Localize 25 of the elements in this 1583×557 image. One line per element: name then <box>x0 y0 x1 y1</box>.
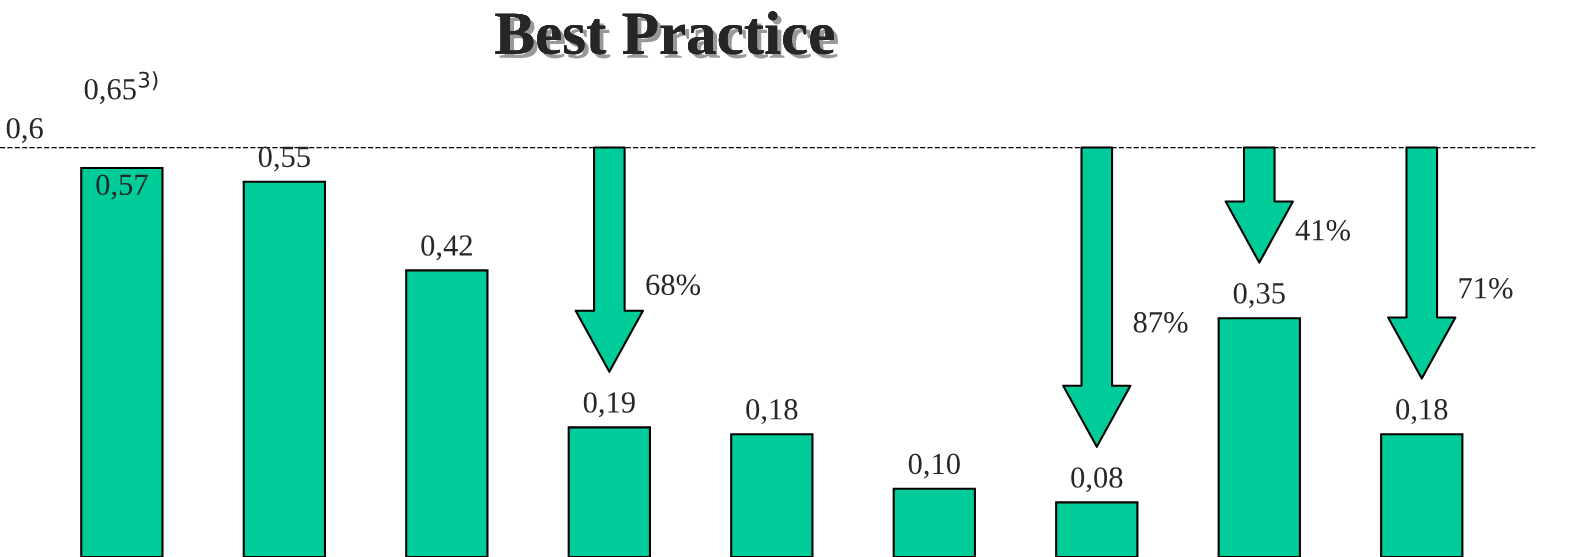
ref-line-label: 0,6 <box>6 117 43 143</box>
data-label: 0,19 <box>583 392 635 418</box>
data-label: 0,57 <box>96 174 148 200</box>
data-label: 0,18 <box>1396 399 1448 425</box>
bar <box>567 426 651 557</box>
data-label: 0,42 <box>421 235 472 261</box>
bar <box>730 433 814 557</box>
bar <box>405 269 489 557</box>
annotation: 87% <box>1133 312 1188 333</box>
data-label: 0,35 <box>1233 283 1285 309</box>
bar <box>1217 317 1301 557</box>
annotation: 41% <box>1295 219 1350 241</box>
annotation: 71% <box>1459 277 1513 299</box>
bar <box>1055 501 1139 557</box>
data-label: 0,18 <box>746 399 798 425</box>
bar <box>892 487 976 557</box>
data-label: 0,55 <box>258 146 310 172</box>
bar <box>1380 433 1464 557</box>
bar <box>242 180 327 557</box>
text: 0,65$^{3)}$ <box>84 71 158 104</box>
data-label: 0,08 <box>1071 467 1123 493</box>
annotation: 68% <box>646 274 701 296</box>
chart-title: Best Practice <box>495 11 838 59</box>
data-label: 0,10 <box>908 453 960 479</box>
bar <box>80 167 164 557</box>
